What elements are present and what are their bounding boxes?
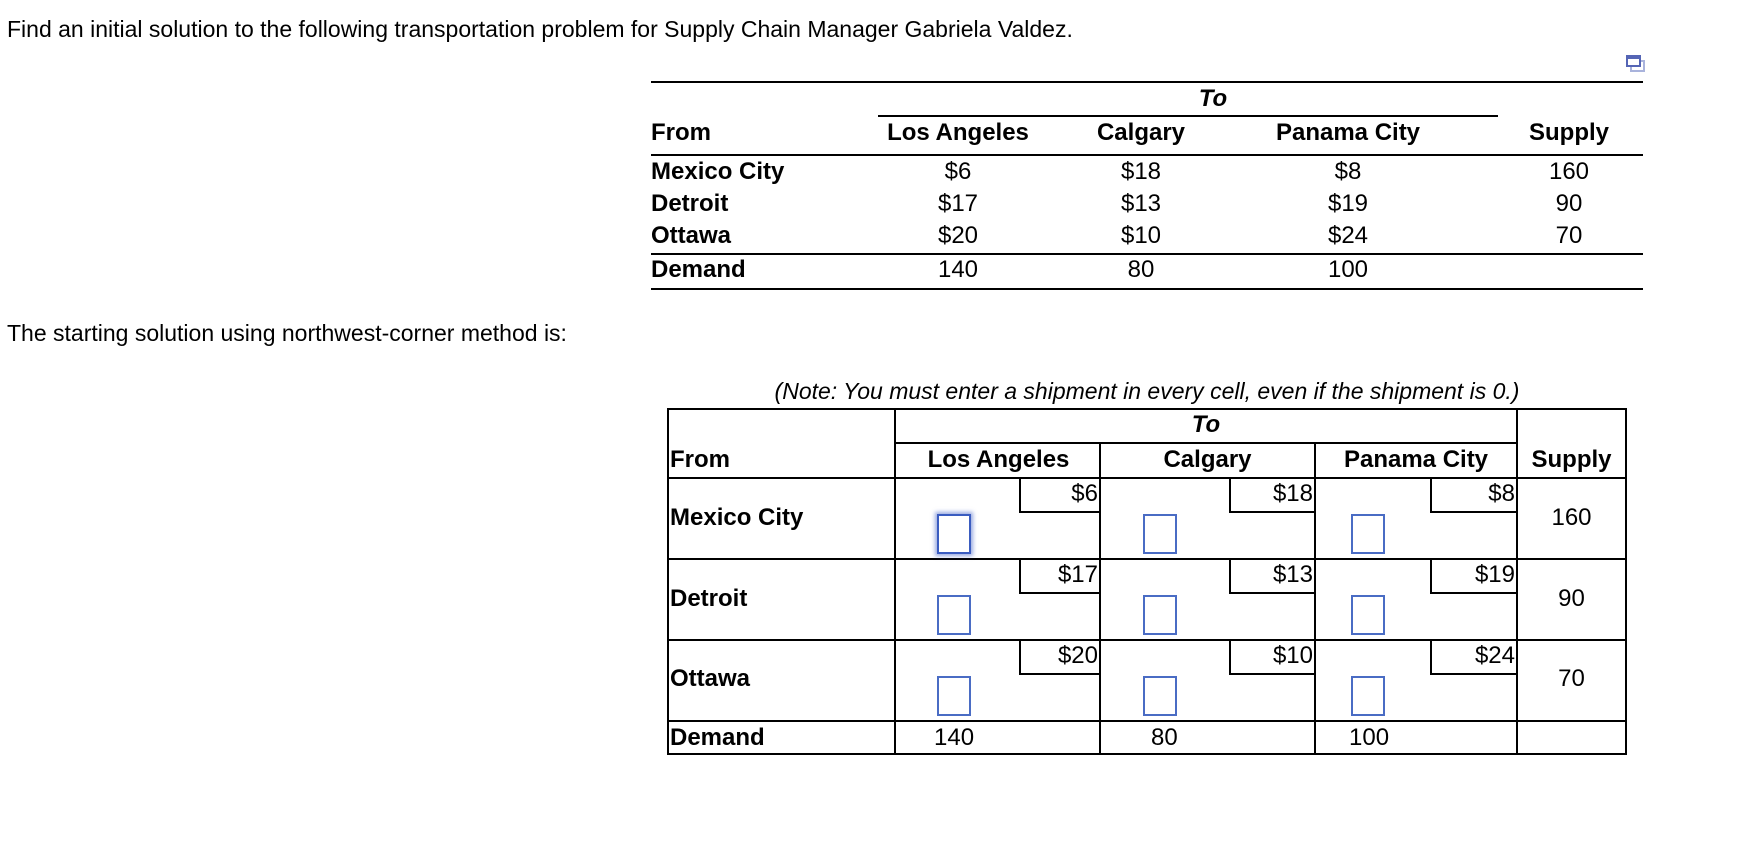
demand-label: Demand [651,256,746,283]
shipment-input-mexico-city-calgary[interactable] [1143,514,1177,554]
dest-header-los-angeles: Los Angeles [887,119,1029,146]
supply-cell: 160 [1551,504,1592,531]
supply-header: Supply [1531,446,1612,473]
demand-cell: 140 [934,724,975,751]
shipment-input-detroit-los-angeles[interactable] [937,595,971,635]
cost-label: $13 [1229,560,1314,594]
table-rule-header [651,154,1643,156]
shipment-input-detroit-calgary[interactable] [1143,595,1177,635]
dest-header-calgary: Calgary [1163,446,1252,473]
to-header: To [1191,411,1221,438]
source-ottawa: Ottawa [651,222,732,249]
demand-cell: 100 [1349,724,1390,751]
supply-cell: 70 [1555,222,1583,249]
source-mexico-city: Mexico City [670,504,804,531]
cost-label: $20 [1019,641,1099,675]
cost-cell: $24 [1327,222,1369,249]
shipment-input-mexico-city-los-angeles[interactable] [937,514,971,554]
source-mexico-city: Mexico City [651,158,785,185]
demand-cell: 140 [937,256,979,283]
from-header: From [651,119,711,146]
demand-cell: 80 [1151,724,1178,751]
shipment-grid: To From Los Angeles Calgary Panama City … [667,408,1627,755]
cost-label: $8 [1430,479,1516,513]
cost-label: $17 [1019,560,1099,594]
source-ottawa: Ottawa [670,665,751,692]
demand-label: Demand [670,724,765,751]
method-text: The starting solution using northwest-co… [7,320,567,346]
note-text: (Note: You must enter a shipment in ever… [774,378,1520,404]
source-detroit: Detroit [670,585,748,612]
cost-cell: $13 [1120,190,1162,217]
cost-cell: $17 [937,190,979,217]
question-text: Find an initial solution to the followin… [7,16,1073,42]
cost-label: $10 [1229,641,1314,675]
supply-header: Supply [1528,119,1609,146]
dest-header-los-angeles: Los Angeles [927,446,1070,473]
table-rule-top [651,81,1643,83]
shipment-input-mexico-city-panama-city[interactable] [1351,514,1385,554]
source-detroit: Detroit [651,190,729,217]
shipment-input-ottawa-los-angeles[interactable] [937,676,971,716]
supply-cell: 90 [1558,585,1585,612]
supply-cell: 160 [1548,158,1590,185]
demand-cell: 100 [1327,256,1369,283]
to-underline [878,115,1498,117]
cost-label: $19 [1430,560,1516,594]
cost-cell: $6 [944,158,972,185]
cost-cell: $8 [1334,158,1362,185]
shipment-input-ottawa-panama-city[interactable] [1351,676,1385,716]
cost-cell: $18 [1120,158,1162,185]
dest-header-panama-city: Panama City [1343,446,1489,473]
shipment-input-detroit-panama-city[interactable] [1351,595,1385,635]
from-header: From [670,446,730,473]
cost-cell: $10 [1120,222,1162,249]
table-rule-bottom [651,288,1643,290]
cost-cell: $20 [937,222,979,249]
dest-header-calgary: Calgary [1096,119,1186,146]
popout-window-icon[interactable] [1625,54,1647,74]
table-rule-demand [651,253,1643,255]
shipment-input-ottawa-calgary[interactable] [1143,676,1177,716]
to-header: To [1198,85,1228,112]
cost-label: $6 [1019,479,1099,513]
cost-label: $18 [1229,479,1314,513]
supply-cell: 90 [1555,190,1583,217]
demand-cell: 80 [1127,256,1155,283]
supply-cell: 70 [1558,665,1585,692]
dest-header-panama-city: Panama City [1275,119,1421,146]
cost-cell: $19 [1327,190,1369,217]
cost-label: $24 [1430,641,1516,675]
